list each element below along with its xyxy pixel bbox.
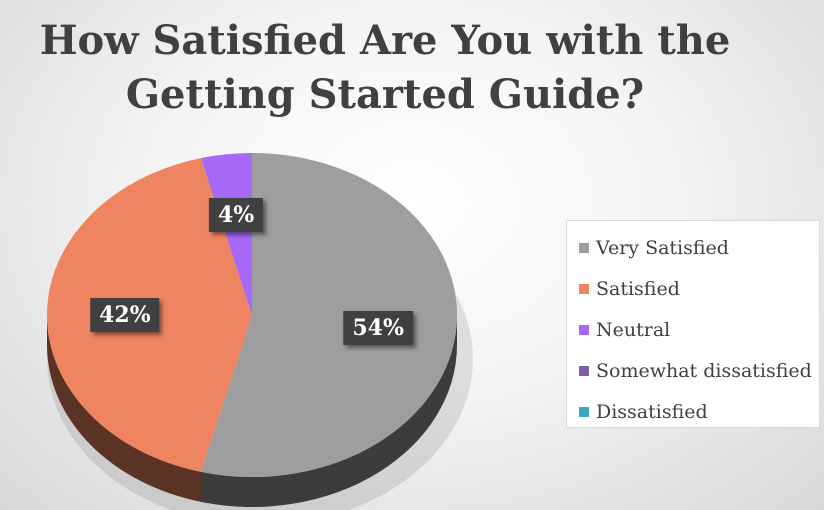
legend-item-dissatisfied: Dissatisfied — [579, 391, 819, 432]
legend-item-satisfied: Satisfied — [579, 268, 819, 309]
legend-label: Dissatisfied — [596, 400, 708, 423]
legend-item-neutral: Neutral — [579, 309, 819, 350]
pie-slices — [47, 153, 458, 477]
pie-side-satisfied — [47, 315, 202, 502]
legend-swatch — [579, 283, 589, 294]
legend-label: Somewhat dissatisfied — [596, 359, 812, 382]
data-label-satisfied: 42% — [90, 298, 160, 332]
legend: Very Satisfied Satisfied Neutral Somewhat d… — [566, 220, 820, 428]
legend-swatch — [579, 406, 589, 417]
legend-label: Satisfied — [596, 277, 680, 300]
chart-title: How Satisfied Are You with the Getting S… — [0, 14, 770, 122]
pie-slice-neutral[interactable] — [201, 153, 252, 315]
legend-item-very-satisfied: Very Satisfied — [579, 227, 819, 268]
legend-swatch — [579, 365, 589, 376]
chart-title-line-2: Getting Started Guide? — [125, 71, 645, 118]
legend-item-somewhat-dissatisfied: Somewhat dissatisfied — [579, 350, 819, 391]
pie-side-very-satisfied — [201, 315, 457, 507]
chart-title-line-1: How Satisfied Are You with the — [39, 17, 731, 64]
pie-sides — [47, 315, 457, 507]
pie-slice-very-satisfied[interactable] — [201, 153, 458, 477]
legend-swatch — [579, 242, 589, 253]
legend-label: Very Satisfied — [596, 236, 729, 259]
data-label-neutral: 4% — [208, 198, 264, 233]
data-label-very-satisfied: 54% — [343, 310, 413, 345]
legend-label: Neutral — [596, 318, 671, 341]
legend-swatch — [579, 324, 589, 335]
